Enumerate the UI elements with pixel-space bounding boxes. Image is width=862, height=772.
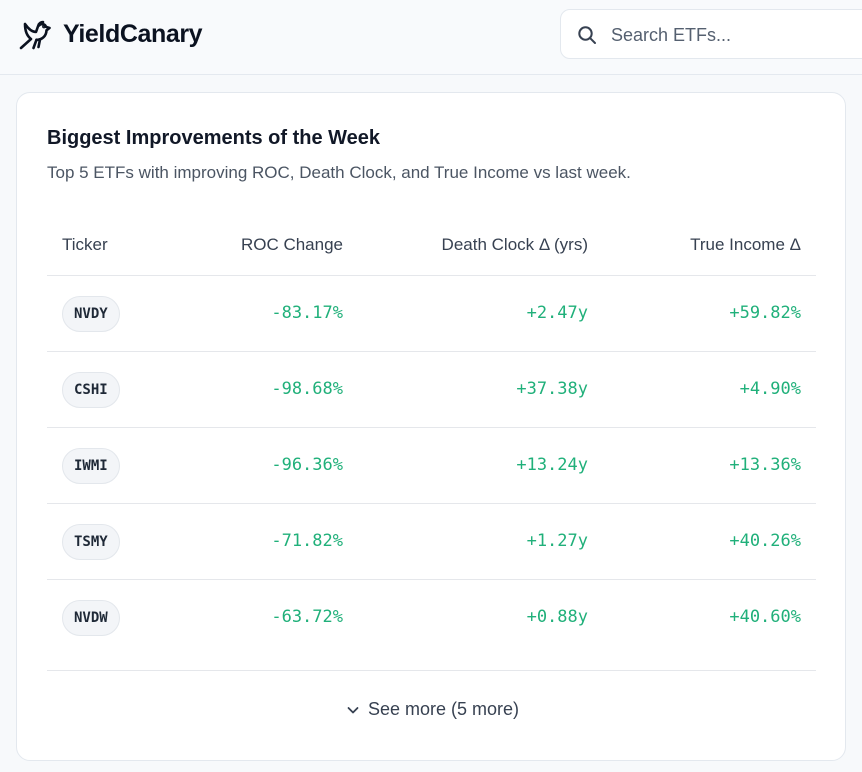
biggest-improvements-card: Biggest Improvements of the Week Top 5 E… bbox=[16, 92, 846, 761]
canary-bird-icon bbox=[19, 20, 51, 50]
true-income-value: +4.90% bbox=[739, 379, 801, 399]
card-title: Biggest Improvements of the Week bbox=[47, 127, 381, 149]
table-row[interactable]: NVDY -83.17% +2.47y +59.82% bbox=[47, 276, 816, 352]
death-clock-value: +2.47y bbox=[526, 303, 588, 323]
roc-change-value: -71.82% bbox=[271, 531, 343, 551]
true-income-value: +59.82% bbox=[729, 303, 801, 323]
death-clock-value: +37.38y bbox=[516, 379, 588, 399]
true-income-value: +40.60% bbox=[729, 607, 801, 627]
chevron-down-icon bbox=[347, 706, 359, 713]
search-icon bbox=[578, 26, 596, 44]
column-header-death-clock: Death Clock Δ (yrs) bbox=[441, 235, 588, 254]
column-header-ticker: Ticker bbox=[62, 235, 108, 254]
column-header-roc-change: ROC Change bbox=[240, 235, 343, 254]
roc-change-value: -96.36% bbox=[271, 455, 343, 475]
ticker-badge[interactable]: IWMI bbox=[62, 448, 120, 484]
table-row[interactable]: CSHI -98.68% +37.38y +4.90% bbox=[47, 352, 816, 428]
brand[interactable]: YieldCanary bbox=[16, 15, 203, 53]
improvements-table: Ticker ROC Change Death Clock Δ (yrs) Tr… bbox=[47, 207, 816, 671]
card-subtitle: Top 5 ETFs with improving ROC, Death Clo… bbox=[47, 163, 631, 182]
death-clock-value: +1.27y bbox=[526, 531, 588, 551]
top-bar: YieldCanary bbox=[0, 0, 862, 75]
roc-change-value: -63.72% bbox=[271, 607, 343, 627]
ticker-badge[interactable]: CSHI bbox=[62, 372, 120, 408]
death-clock-value: +0.88y bbox=[526, 607, 588, 627]
search-box[interactable] bbox=[560, 9, 862, 59]
ticker-badge[interactable]: NVDW bbox=[62, 600, 120, 636]
ticker-badge[interactable]: NVDY bbox=[62, 296, 120, 332]
brand-name: YieldCanary bbox=[63, 19, 203, 48]
death-clock-value: +13.24y bbox=[516, 455, 588, 475]
search-input[interactable] bbox=[611, 22, 861, 48]
roc-change-value: -98.68% bbox=[271, 379, 343, 399]
true-income-value: +40.26% bbox=[729, 531, 801, 551]
see-more-label: See more (5 more) bbox=[367, 698, 520, 719]
table-row[interactable]: IWMI -96.36% +13.24y +13.36% bbox=[47, 428, 816, 504]
table-header: Ticker ROC Change Death Clock Δ (yrs) Tr… bbox=[47, 207, 816, 276]
column-header-true-income: True Income Δ bbox=[690, 235, 801, 254]
see-more-button[interactable]: See more (5 more) bbox=[17, 695, 847, 723]
ticker-badge[interactable]: TSMY bbox=[62, 524, 120, 560]
roc-change-value: -83.17% bbox=[271, 303, 343, 323]
table-row[interactable]: NVDW -63.72% +0.88y +40.60% bbox=[47, 580, 816, 671]
true-income-value: +13.36% bbox=[729, 455, 801, 475]
table-row[interactable]: TSMY -71.82% +1.27y +40.26% bbox=[47, 504, 816, 580]
